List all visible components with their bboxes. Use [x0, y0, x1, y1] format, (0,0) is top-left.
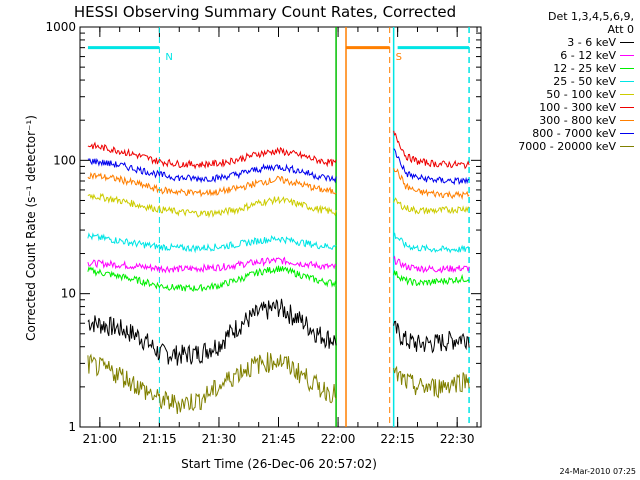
series-line — [393, 270, 470, 287]
legend-swatch — [620, 55, 634, 56]
legend: Det 1,3,4,5,6,9, Att 0 3 - 6 keV 6 - 12 k… — [474, 10, 634, 153]
legend-detectors: Det 1,3,4,5,6,9, — [547, 10, 634, 23]
legend-label: 800 - 7000 keV — [532, 127, 616, 140]
series-line — [87, 192, 337, 219]
x-tick-label: 22:00 — [321, 432, 356, 446]
legend-item: 800 - 7000 keV — [474, 127, 634, 140]
legend-item: 100 - 300 keV — [474, 101, 634, 114]
legend-label: 12 - 25 keV — [553, 62, 616, 75]
chart-title: HESSI Observing Summary Count Rates, Cor… — [74, 3, 456, 21]
legend-label: 25 - 50 keV — [553, 75, 616, 88]
legend-swatch — [620, 146, 634, 147]
plot-frame — [79, 26, 482, 428]
x-tick-label: 21:30 — [202, 432, 237, 446]
legend-item: 3 - 6 keV — [474, 36, 634, 49]
flag-label: S — [396, 52, 402, 63]
x-tick-label: 22:15 — [380, 432, 415, 446]
legend-swatch — [620, 81, 634, 82]
legend-label: 6 - 12 keV — [560, 49, 616, 62]
legend-item: 7000 - 20000 keV — [474, 140, 634, 153]
legend-item: 12 - 25 keV — [474, 62, 634, 75]
x-tick-label: 21:00 — [83, 432, 118, 446]
y-tick-label: 100 — [53, 153, 76, 167]
x-axis-label: Start Time (26-Dec-06 20:57:02) — [181, 457, 377, 471]
series-line — [87, 352, 337, 415]
legend-label: 50 - 100 keV — [546, 88, 616, 101]
series-line — [393, 232, 470, 254]
series-line — [393, 130, 470, 170]
legend-swatch — [620, 42, 634, 43]
legend-swatch — [620, 107, 634, 108]
y-tick-label: 1000 — [45, 20, 76, 34]
series-line — [393, 365, 470, 399]
y-axis-label: Corrected Count Rate (s⁻¹ detector⁻¹) — [24, 115, 38, 341]
legend-label: 300 - 800 keV — [539, 114, 616, 127]
series-line — [393, 148, 470, 186]
series-line — [87, 141, 337, 170]
legend-item: 25 - 50 keV — [474, 75, 634, 88]
legend-attenuator: Att 0 — [607, 23, 634, 36]
legend-swatch — [620, 120, 634, 121]
series-line — [87, 171, 337, 198]
y-tick-label: 10 — [61, 287, 76, 301]
flag-label: N — [165, 52, 172, 63]
legend-item: 6 - 12 keV — [474, 49, 634, 62]
legend-label: 7000 - 20000 keV — [518, 140, 616, 153]
legend-swatch — [620, 133, 634, 134]
legend-swatch — [620, 68, 634, 69]
series-line — [393, 255, 470, 274]
series-line — [87, 298, 337, 366]
series-line — [87, 256, 337, 274]
legend-item: 300 - 800 keV — [474, 114, 634, 127]
timestamp: 24-Mar-2010 07:25 — [559, 467, 637, 476]
legend-swatch — [620, 94, 634, 95]
legend-label: 3 - 6 keV — [567, 36, 616, 49]
legend-rows: 3 - 6 keV 6 - 12 keV 12 - 25 keV 25 - 50 ke… — [474, 36, 634, 153]
x-tick-label: 21:15 — [142, 432, 177, 446]
series-line — [87, 232, 337, 254]
series-line — [393, 320, 470, 354]
plot-area: 1 10 100 1000 21:00 21:15 21:30 21:45 22:00 22:15… — [45, 20, 482, 446]
series-line — [393, 167, 470, 200]
y-tick-label: 1 — [68, 420, 76, 434]
series-line — [87, 158, 337, 184]
series-line — [393, 197, 470, 215]
series-line — [87, 265, 337, 292]
x-tick-label: 22:30 — [440, 432, 475, 446]
x-tick-label: 21:45 — [261, 432, 296, 446]
legend-label: 100 - 300 keV — [539, 101, 616, 114]
legend-item: 50 - 100 keV — [474, 88, 634, 101]
